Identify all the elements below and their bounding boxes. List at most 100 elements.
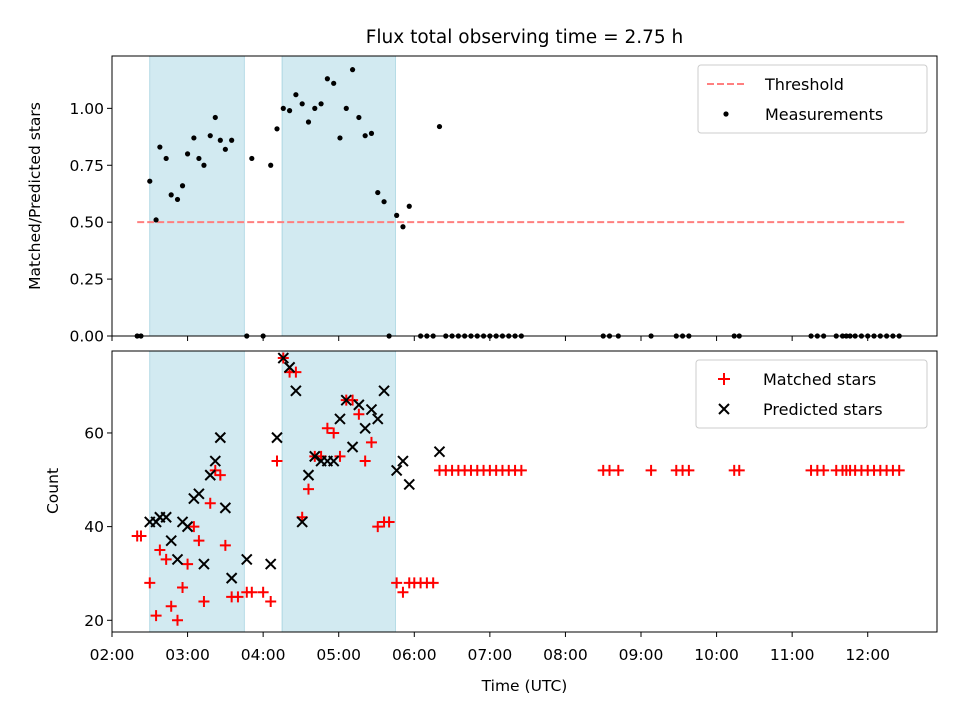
- bottom-shaded-interval: [281, 350, 396, 633]
- predicted-star-point: [390, 464, 403, 477]
- measurement-point: [394, 212, 400, 218]
- predicted-star-point: [204, 469, 216, 481]
- predicted-stars-legend-swatch: [718, 403, 730, 415]
- measurement-point: [201, 162, 207, 168]
- matched-star-point: [182, 558, 194, 570]
- measurement-point: [436, 123, 443, 130]
- bottom-y-axis-label: Count: [44, 468, 62, 514]
- measurement-point: [222, 146, 228, 152]
- measurement-point: [375, 189, 381, 196]
- predicted-star-point: [365, 403, 378, 416]
- measurement-point: [196, 155, 202, 162]
- predicted-star-point: [160, 511, 172, 523]
- matched-star-point: [290, 366, 302, 378]
- predicted-star-point: [171, 553, 184, 566]
- matched-star-point: [150, 610, 162, 622]
- measurement-point: [312, 105, 318, 111]
- top-shaded-interval: [281, 55, 396, 337]
- predicted-star-point: [271, 431, 283, 444]
- predicted-star-point: [353, 399, 365, 411]
- matched-star-point: [391, 577, 403, 589]
- bottom-x-axis-label: Time (UTC): [481, 677, 568, 695]
- measurement-point: [318, 101, 324, 107]
- predicted-star-point: [397, 455, 409, 467]
- matched-star-point: [383, 516, 395, 528]
- matched-star-point: [271, 455, 283, 467]
- matched-star-point: [154, 544, 166, 556]
- top-y-tick-label: 0.75: [69, 157, 104, 175]
- matched-star-point: [204, 497, 216, 509]
- matched-star-point: [171, 614, 183, 626]
- matched-star-point: [321, 422, 333, 434]
- top-plot-frame: [111, 55, 938, 337]
- matched-star-point: [265, 596, 277, 608]
- matched-star-point: [818, 464, 830, 476]
- matched-star-point: [214, 469, 226, 481]
- predicted-star-point: [309, 450, 321, 463]
- predicted-star-point: [219, 502, 232, 514]
- matched-star-point: [165, 600, 177, 612]
- matched-star-point: [302, 483, 314, 495]
- matched-star-point: [257, 586, 269, 598]
- bottom-x-tick-label: 08:00: [543, 646, 588, 664]
- matched-star-point: [397, 586, 409, 598]
- matched-star-point: [683, 464, 695, 476]
- measurement-point: [179, 183, 186, 189]
- measurement-point: [337, 135, 343, 141]
- bottom-x-tick-label: 11:00: [770, 646, 815, 664]
- top-y-tick-label: 0.50: [69, 214, 104, 232]
- measurement-point: [268, 162, 274, 168]
- bottom-x-tick-label: 06:00: [392, 646, 437, 664]
- matched-star-point: [372, 521, 384, 533]
- measurement-point: [400, 224, 406, 230]
- bottom-legend-frame: [695, 359, 928, 429]
- top-y-axis-label: Matched/Predicted stars: [26, 102, 44, 290]
- bottom-x-tick-label: 05:00: [316, 646, 361, 664]
- top-shaded-interval: [149, 55, 245, 337]
- predicted-star-point: [359, 422, 371, 434]
- matched-star-point: [645, 464, 657, 476]
- bottom-y-axis: 20 40 60: [84, 424, 112, 630]
- matched-star-point: [160, 553, 172, 565]
- measurement-point: [280, 105, 286, 111]
- matched-star-point: [198, 596, 210, 608]
- measurement-point: [168, 192, 174, 198]
- matched-stars-points: [131, 352, 905, 626]
- matched-stars-legend-label: Matched stars: [763, 370, 876, 389]
- matched-star-point: [612, 464, 624, 476]
- predicted-star-point: [241, 553, 253, 566]
- measurement-point: [217, 137, 223, 143]
- predicted-star-point: [340, 394, 352, 406]
- top-y-tick-label: 1.00: [69, 100, 104, 118]
- predicted-star-point: [334, 413, 346, 425]
- predicted-star-point: [165, 534, 177, 547]
- measurement-point: [184, 151, 191, 157]
- matched-star-point: [515, 464, 527, 476]
- measurement-point: [174, 196, 181, 203]
- bottom-x-tick-label: 07:00: [468, 646, 513, 664]
- predicted-star-point: [290, 385, 302, 397]
- predicted-star-point: [209, 455, 221, 467]
- top-shaded-intervals: [149, 55, 396, 337]
- measurement-point: [356, 114, 362, 121]
- measurements-legend-label: Measurements: [765, 105, 883, 124]
- matched-star-point: [188, 521, 200, 533]
- predicted-star-point: [403, 478, 415, 491]
- predicted-star-point: [283, 361, 296, 374]
- predicted-star-point: [302, 469, 315, 481]
- matched-star-point: [893, 464, 905, 476]
- measurement-point: [153, 217, 159, 223]
- measurement-point: [191, 135, 197, 141]
- top-y-tick-label: 0.00: [69, 328, 104, 346]
- matched-star-point: [232, 591, 244, 603]
- predicted-star-point: [433, 445, 446, 458]
- bottom-legend: Matched stars Predicted stars: [695, 359, 928, 429]
- measurement-point: [163, 155, 169, 162]
- matched-star-point: [144, 577, 156, 589]
- predicted-star-point: [296, 516, 308, 528]
- matched-star-point: [193, 535, 205, 547]
- measurement-point: [381, 199, 387, 205]
- measurement-point: [274, 126, 280, 132]
- predicted-star-point: [327, 455, 340, 467]
- predicted-stars-points: [144, 352, 446, 584]
